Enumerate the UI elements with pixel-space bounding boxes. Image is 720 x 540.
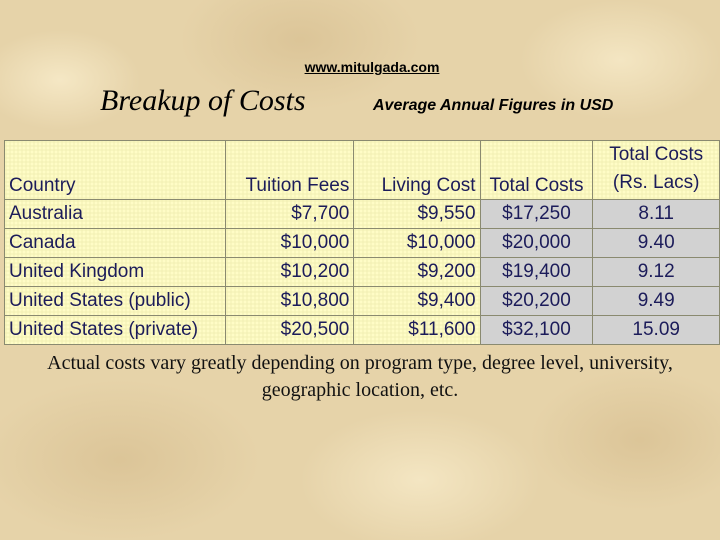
table-row: United States (private) $20,500 $11,600 $32…	[3, 315, 720, 345]
column-header: Country	[3, 140, 227, 200]
table-row: United States (public) $10,800 $9,400 $20,2…	[3, 286, 720, 316]
table-cell: 15.09	[592, 315, 720, 345]
table-cell: $20,500	[225, 315, 355, 345]
table-cell: United States (public)	[3, 286, 227, 316]
table-cell: Canada	[3, 228, 227, 258]
table-row: Canada $10,000 $10,000 $20,000 9.40	[3, 228, 720, 258]
header-row: Country Tuition Fees Living Cost Total Cost…	[3, 140, 720, 200]
table-cell: $11,600	[353, 315, 481, 345]
table-cell: $20,200	[479, 286, 594, 316]
table-row: United Kingdom $10,200 $9,200 $19,400 9.12	[3, 257, 720, 287]
column-header: Living Cost	[353, 140, 481, 200]
table-cell: $20,000	[479, 228, 594, 258]
title: Breakup of Costs	[100, 84, 306, 117]
table-cell: United States (private)	[3, 315, 227, 345]
table-cell: $32,100	[479, 315, 594, 345]
table-cell: $9,400	[353, 286, 481, 316]
table-cell: $10,800	[225, 286, 355, 316]
column-header: Total Costs (Rs. Lacs)	[592, 140, 720, 200]
table-cell: $10,000	[353, 228, 481, 258]
table-cell: $9,550	[353, 199, 481, 229]
column-header: Tuition Fees	[225, 140, 355, 200]
url[interactable]: www.mitulgada.com	[304, 59, 440, 75]
column-header: Total Costs	[479, 140, 594, 200]
table-cell: 9.40	[592, 228, 720, 258]
subtitle: Average Annual Figures in USD	[373, 97, 614, 114]
table-cell: United Kingdom	[3, 257, 227, 287]
table-cell: $7,700	[225, 199, 355, 229]
table-cell: 8.11	[592, 199, 720, 229]
table-cell: Australia	[3, 199, 227, 229]
cost-table: Country Tuition Fees Living Cost Total Cost…	[3, 140, 720, 345]
table-cell: 9.12	[592, 257, 720, 287]
table-cell: $9,200	[353, 257, 481, 287]
table-cell: $10,200	[225, 257, 355, 287]
table-cell: 9.49	[592, 286, 720, 316]
footer-note: Actual costs vary greatly depending on p…	[47, 352, 673, 401]
table-cell: $10,000	[225, 228, 355, 258]
table-cell: $17,250	[479, 199, 594, 229]
table-cell: $19,400	[479, 257, 594, 287]
table-row: Australia $7,700 $9,550 $17,250 8.11	[3, 199, 720, 229]
